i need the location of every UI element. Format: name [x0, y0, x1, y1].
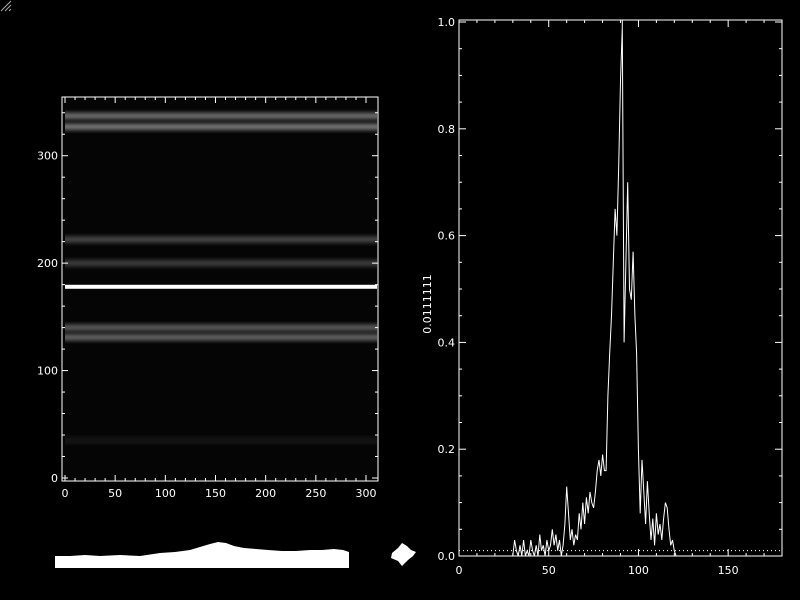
image-y-tick-label: 300	[37, 150, 58, 163]
silhouette-blob	[391, 543, 416, 566]
plot-y-tick-label: 0.0	[438, 550, 456, 563]
image-y-tick-label: 100	[37, 365, 58, 378]
plot-x-tick-label: 50	[542, 564, 556, 577]
image-axes: 0 50 100 150 200 250 300 0 100 200 300	[37, 96, 379, 500]
plot-y-tick-label: 0.6	[438, 230, 456, 243]
image-bands	[65, 112, 377, 444]
image-x-tick-label: 150	[205, 487, 226, 500]
image-x-tick-label: 250	[305, 487, 326, 500]
image-x-tick-label: 300	[356, 487, 377, 500]
image-band	[65, 284, 377, 289]
image-x-tick-label: 0	[62, 487, 69, 500]
plot-y-axis-label: 0.0111111	[421, 274, 434, 334]
image-background	[62, 97, 378, 481]
plot-y-tick-label: 0.8	[438, 123, 456, 136]
image-x-tick-label: 100	[155, 487, 176, 500]
plot-y-tick-label: 1.0	[438, 16, 456, 29]
image-band	[65, 112, 377, 119]
line-plot-panel: 0 50 100 150 0.0 0.2 0.4 0.6 0.8 1.0 0.0111111	[421, 16, 783, 577]
profile-silhouette	[55, 542, 416, 568]
image-x-tick-label: 50	[108, 487, 122, 500]
plot-x-tick-label: 150	[718, 564, 739, 577]
plot-lines	[459, 20, 782, 557]
image-y-tick-label: 200	[37, 257, 58, 270]
plot-y-tick-label: 0.4	[438, 336, 456, 349]
plot-y-tick-label: 0.2	[438, 443, 456, 456]
plot-axes: 0 50 100 150 0.0 0.2 0.4 0.6 0.8 1.0 0.0111111	[421, 16, 783, 577]
image-x-tick-label: 200	[255, 487, 276, 500]
image-band	[65, 123, 377, 130]
image-band	[65, 236, 377, 243]
image-y-tick-label: 0	[51, 472, 58, 485]
image-panel: 0 50 100 150 200 250 300 0 100 200 300	[37, 96, 379, 500]
image-band	[65, 324, 377, 331]
silhouette-shape	[55, 542, 349, 568]
resize-grip-icon[interactable]	[0, 0, 12, 12]
plot-x-tick-label: 100	[628, 564, 649, 577]
plot-x-tick-label: 0	[456, 564, 463, 577]
image-frame	[61, 96, 379, 482]
image-band	[65, 437, 377, 444]
image-band	[65, 260, 377, 267]
image-band	[65, 334, 377, 341]
plot-series-line	[512, 27, 678, 557]
